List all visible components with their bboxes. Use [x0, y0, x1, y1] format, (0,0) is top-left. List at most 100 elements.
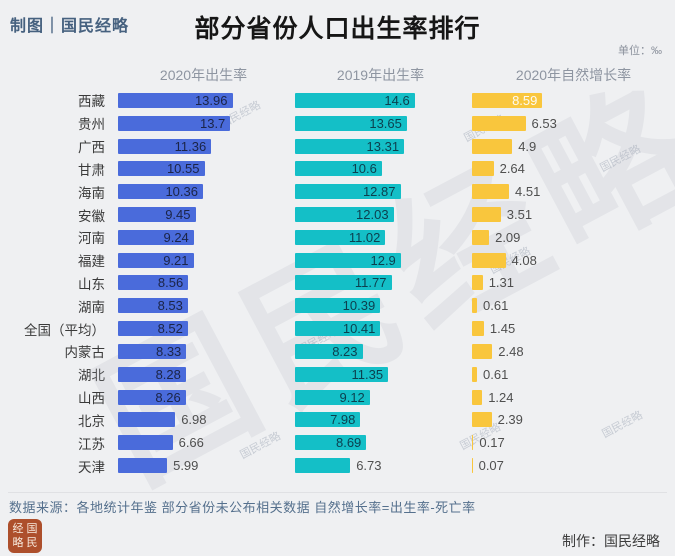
bar-value: 14.6 — [384, 92, 410, 108]
column-header-2019-birth: 2019年出生率 — [336, 67, 425, 83]
chart-row: 西藏 13.96 14.6 8.59 — [0, 89, 675, 112]
bar-value: 5.99 — [173, 458, 199, 474]
seal-char: 民 — [26, 536, 38, 549]
bar-cell-2020-growth: 2.39 — [466, 412, 675, 428]
bar-value: 1.31 — [488, 275, 514, 291]
chart-row: 天津 5.99 6.73 0.07 — [0, 454, 675, 477]
province-label: 湖南 — [78, 299, 105, 315]
bar: 8.56 — [118, 275, 189, 291]
province-label: 河南 — [78, 231, 105, 247]
bar-value: 0.61 — [483, 298, 509, 314]
bar-cell-2019-birth: 11.35 — [289, 366, 466, 382]
column-headers: 2020年出生率 2019年出生率 2020年自然增长率 — [0, 65, 675, 87]
bar-value: 2.39 — [497, 412, 523, 428]
province-label: 贵州 — [78, 117, 105, 133]
bar — [472, 207, 501, 223]
bar: 10.41 — [295, 321, 381, 337]
bar-cell-2020-growth: 3.51 — [466, 207, 675, 223]
bar-value: 3.51 — [506, 207, 533, 223]
chart-row: 湖南 8.53 10.39 0.61 — [0, 294, 675, 317]
bar-cell-2019-birth: 10.6 — [289, 161, 466, 177]
bar — [118, 435, 173, 451]
bar-value: 12.03 — [356, 207, 389, 223]
bar-cell-2020-birth: 11.36 — [112, 138, 289, 154]
bar-value: 4.51 — [515, 184, 541, 200]
bar-value: 8.26 — [155, 389, 181, 405]
column-header-2020-growth: 2020年自然增长率 — [515, 67, 632, 83]
bar — [295, 458, 351, 474]
bar: 8.26 — [118, 389, 186, 405]
bar-cell-2020-birth: 8.28 — [112, 366, 289, 382]
bar-value: 1.24 — [488, 389, 514, 405]
seal-char: 经 — [12, 522, 24, 535]
bar-value: 13.96 — [194, 92, 228, 108]
bar — [118, 412, 176, 428]
bar-cell-2020-birth: 6.98 — [112, 412, 289, 428]
bar: 10.36 — [118, 184, 203, 200]
bar-value: 10.6 — [351, 161, 377, 177]
bar — [472, 321, 484, 337]
bar-cell-2020-growth: 0.17 — [466, 435, 675, 451]
bar-cell-2020-growth: 1.31 — [466, 275, 675, 291]
bar-cell-2020-growth: 1.45 — [466, 321, 675, 337]
bar: 13.31 — [295, 138, 405, 154]
bar-cell-2020-growth: 4.51 — [466, 184, 675, 200]
province-label: 安徽 — [78, 208, 105, 224]
bar-cell-2020-birth: 8.33 — [112, 343, 289, 359]
bar-value: 6.73 — [356, 458, 382, 474]
bar-cell-2019-birth: 10.39 — [289, 298, 466, 314]
seal-char: 国 — [26, 522, 38, 535]
bar: 8.23 — [295, 343, 363, 359]
bar-cell-2020-birth: 5.99 — [112, 458, 289, 474]
bar-cell-2019-birth: 9.12 — [289, 389, 466, 405]
bar-value: 7.98 — [330, 412, 356, 428]
bar: 12.03 — [295, 207, 394, 223]
bar: 8.28 — [118, 366, 186, 382]
bar-cell-2020-birth: 9.24 — [112, 229, 289, 245]
bar — [472, 138, 513, 154]
chart-row: 湖北 8.28 11.35 0.61 — [0, 363, 675, 386]
chart-row: 安徽 9.45 12.03 3.51 — [0, 203, 675, 226]
bar: 9.21 — [118, 252, 194, 268]
bar — [472, 412, 492, 428]
bar-value: 12.87 — [362, 184, 396, 200]
bar: 12.9 — [295, 252, 401, 268]
chart-row: 山东 8.56 11.77 1.31 — [0, 272, 675, 295]
bar: 14.6 — [295, 92, 415, 108]
bar-value: 8.56 — [157, 275, 184, 291]
bar-cell-2020-growth: 0.61 — [466, 366, 675, 382]
publisher-seal: 经 国 略 民 — [8, 519, 42, 553]
bar-cell-2020-birth: 8.52 — [112, 321, 289, 337]
bar-cell-2020-growth: 2.64 — [466, 161, 675, 177]
bar-value: 0.61 — [483, 366, 509, 382]
footer-divider — [8, 492, 667, 493]
bar: 9.24 — [118, 229, 194, 245]
bar-value: 4.9 — [518, 138, 537, 154]
bar: 8.52 — [118, 321, 188, 337]
bar-cell-2020-birth: 8.53 — [112, 298, 289, 314]
bar-cell-2019-birth: 11.77 — [289, 275, 466, 291]
maker-credit: 制作：国民经略 — [562, 533, 660, 549]
bar-value: 11.36 — [174, 138, 207, 154]
bar-value: 10.55 — [166, 161, 200, 177]
bar — [472, 366, 477, 382]
bar-cell-2020-birth: 8.56 — [112, 275, 289, 291]
bar-value: 11.02 — [348, 229, 381, 245]
bar: 7.98 — [295, 412, 361, 428]
bar-cell-2020-birth: 9.45 — [112, 207, 289, 223]
bar-cell-2020-birth: 6.66 — [112, 435, 289, 451]
province-label: 内蒙古 — [64, 345, 106, 361]
bar-value: 9.45 — [165, 207, 191, 223]
bar-cell-2020-birth: 13.7 — [112, 115, 289, 131]
bar-value: 1.45 — [489, 321, 516, 337]
column-header-2020-birth: 2020年出生率 — [159, 67, 248, 83]
province-label: 江苏 — [78, 436, 105, 452]
bar: 10.6 — [295, 161, 382, 177]
bar-cell-2019-birth: 12.87 — [289, 184, 466, 200]
chart-row: 内蒙古 8.33 8.23 2.48 — [0, 340, 675, 363]
province-label: 北京 — [78, 413, 105, 429]
bar-value: 13.65 — [369, 115, 402, 131]
bar-cell-2020-growth: 2.48 — [466, 343, 675, 359]
page-title: 部分省份人口出生率排行 — [194, 15, 481, 43]
bar: 11.35 — [295, 366, 389, 382]
